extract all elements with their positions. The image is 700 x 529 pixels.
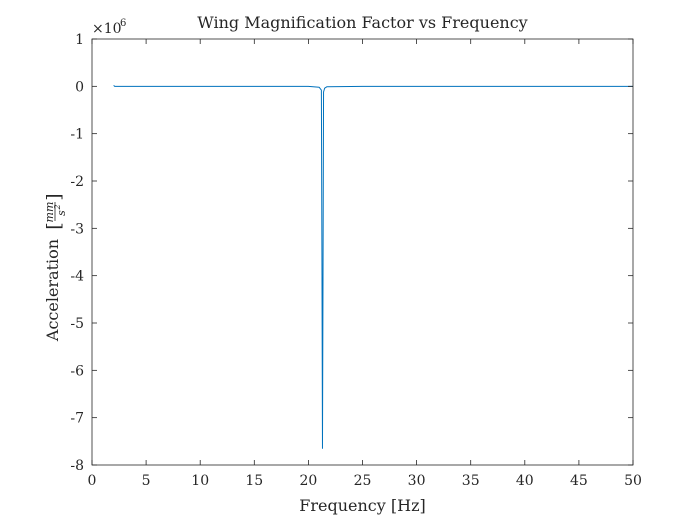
y-axis-unit-denominator: s bbox=[55, 210, 68, 216]
y-axis-unit-open-bracket: [ bbox=[43, 222, 65, 229]
y-axis-label: Acceleration [ mm s 2 ] bbox=[43, 193, 68, 342]
x-axis-label: Frequency [Hz] bbox=[299, 496, 426, 515]
y-tick-label: 0 bbox=[75, 79, 84, 95]
y-axis-label-text: Acceleration bbox=[43, 239, 62, 342]
y-axis-multiplier-exponent: 6 bbox=[120, 18, 126, 29]
y-axis-multiplier: ×10 6 bbox=[92, 18, 126, 37]
x-tick-label: 35 bbox=[462, 473, 480, 489]
x-tick-label: 15 bbox=[245, 473, 263, 489]
y-tick-label: -8 bbox=[70, 458, 84, 474]
y-tick-label: -4 bbox=[70, 269, 84, 285]
y-tick-labels: 1 0 -1 -2 -3 -4 -5 -6 -7 -8 bbox=[70, 32, 84, 474]
plot-area bbox=[92, 39, 633, 465]
chart-title: Wing Magnification Factor vs Frequency bbox=[197, 13, 527, 32]
y-axis-unit-close-bracket: ] bbox=[43, 193, 65, 200]
y-tick-label: -7 bbox=[70, 411, 84, 427]
x-tick-label: 40 bbox=[516, 473, 534, 489]
x-tick-label: 20 bbox=[299, 473, 317, 489]
y-axis-multiplier-base: ×10 bbox=[92, 21, 122, 37]
y-axis-unit-denominator-exponent: 2 bbox=[53, 204, 62, 210]
y-tick-label: -2 bbox=[70, 174, 84, 190]
axes-box bbox=[91, 38, 634, 466]
y-axis-unit-numerator: mm bbox=[43, 202, 56, 223]
y-tick-label: -1 bbox=[70, 127, 84, 143]
x-tick-label: 10 bbox=[191, 473, 209, 489]
x-tick-label: 25 bbox=[354, 473, 372, 489]
y-tick-label: -6 bbox=[70, 363, 84, 379]
x-tick-labels: 0 5 10 15 20 25 30 35 40 45 50 bbox=[88, 473, 642, 489]
y-tick-label: 1 bbox=[75, 32, 84, 48]
x-tick-label: 0 bbox=[88, 473, 97, 489]
x-tick-label: 5 bbox=[142, 473, 151, 489]
x-tick-label: 50 bbox=[624, 473, 642, 489]
y-tick-label: -5 bbox=[70, 316, 84, 332]
x-tick-label: 30 bbox=[408, 473, 426, 489]
y-tick-label: -3 bbox=[70, 221, 84, 237]
series-layer bbox=[113, 85, 633, 449]
series-line-0 bbox=[113, 85, 633, 449]
x-tick-label: 45 bbox=[570, 473, 588, 489]
